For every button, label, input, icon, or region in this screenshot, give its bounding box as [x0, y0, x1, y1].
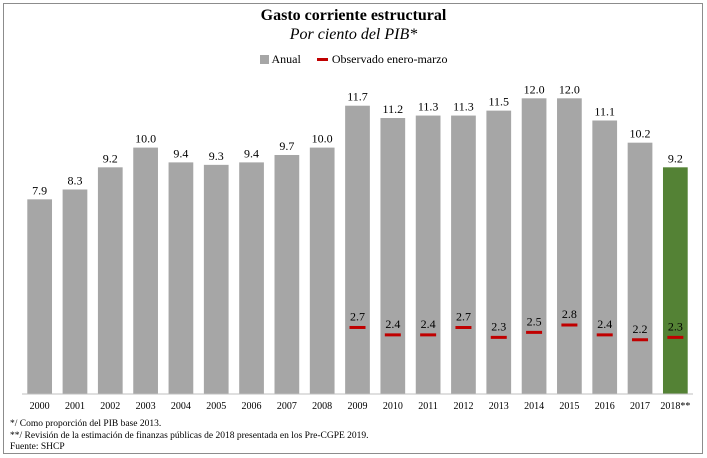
marker-label-2012: 2.7	[456, 309, 471, 323]
bar-label-2005: 9.3	[209, 149, 224, 163]
note-2: **/ Revisión de la estimación de finanza…	[10, 430, 369, 441]
x-tick-2018**: 2018**	[660, 401, 690, 412]
x-tick-2004: 2004	[171, 401, 191, 412]
bar-2014	[521, 98, 547, 394]
legend-swatch-observado	[316, 58, 328, 61]
x-tick-2016: 2016	[595, 401, 615, 412]
x-tick-2011: 2011	[418, 401, 438, 412]
bar-2016	[592, 120, 618, 394]
bar-label-2016: 11.1	[594, 104, 615, 118]
bar-2017	[627, 142, 653, 394]
legend-item-anual: Anual	[259, 52, 301, 67]
bar-2010	[380, 118, 406, 395]
legend-item-observado: Observado enero-marzo	[305, 52, 448, 67]
bar-label-2018**: 9.2	[668, 151, 683, 165]
bar-2009	[345, 105, 370, 394]
bar-2013	[486, 110, 512, 394]
marker-label-2009: 2.7	[350, 309, 365, 323]
bar-2003	[133, 147, 158, 394]
x-tick-2017: 2017	[630, 401, 650, 412]
bar-2018**	[662, 167, 688, 394]
x-tick-2007: 2007	[277, 401, 297, 412]
marker-label-2018**: 2.3	[668, 319, 683, 333]
bar-label-2006: 9.4	[244, 146, 259, 160]
bar-2000	[27, 199, 53, 394]
bar-label-2015: 12.0	[559, 82, 580, 96]
bar-label-2000: 7.9	[32, 183, 47, 197]
bar-2005	[203, 164, 229, 394]
bar-2004	[168, 162, 194, 394]
x-tick-2008: 2008	[312, 401, 332, 412]
bar-label-2008: 10.0	[312, 132, 333, 146]
marker-label-2016: 2.4	[597, 317, 612, 331]
bar-label-2002: 9.2	[103, 151, 118, 165]
x-tick-2000: 2000	[30, 401, 50, 412]
x-tick-2001: 2001	[65, 401, 85, 412]
x-tick-2003: 2003	[136, 401, 156, 412]
legend-label-anual: Anual	[271, 52, 301, 66]
bar-label-2007: 9.7	[279, 139, 294, 153]
bar-2008	[309, 147, 335, 394]
bar-2002	[97, 167, 123, 394]
bar-label-2010: 11.2	[383, 102, 404, 116]
bar-label-2014: 12.0	[524, 82, 545, 96]
legend-swatch-anual	[259, 55, 269, 64]
bar-2007	[274, 154, 300, 394]
bar-label-2012: 11.3	[453, 100, 474, 114]
chart-notes: */ Como proporción del PIB base 2013. **…	[10, 419, 369, 454]
note-1: */ Como proporción del PIB base 2013.	[10, 419, 162, 429]
bar-label-2011: 11.3	[418, 100, 439, 114]
x-tick-2013: 2013	[489, 401, 509, 412]
chart-title: Gasto corriente estructural	[260, 7, 447, 24]
x-tick-2002: 2002	[100, 401, 120, 412]
x-tick-2015: 2015	[559, 401, 579, 412]
marker-label-2014: 2.5	[527, 314, 542, 328]
bar-label-2003: 10.0	[135, 132, 156, 146]
bar-2006	[239, 162, 264, 394]
bar-label-2017: 10.2	[630, 127, 651, 141]
x-tick-2012: 2012	[453, 401, 473, 412]
chart-subtitle: Por ciento del PIB*	[289, 26, 418, 43]
legend-label-observado: Observado enero-marzo	[331, 52, 448, 66]
bar-2015	[557, 98, 582, 394]
chart-legend: Anual Observado enero-marzo	[0, 52, 707, 67]
marker-label-2010: 2.4	[385, 317, 400, 331]
x-tick-2006: 2006	[242, 401, 262, 412]
x-tick-2014: 2014	[524, 401, 544, 412]
bar-2011	[415, 115, 441, 395]
x-tick-2009: 2009	[348, 401, 368, 412]
bar-label-2001: 8.3	[67, 173, 82, 187]
marker-label-2017: 2.2	[633, 322, 648, 336]
bar-2012	[451, 115, 476, 395]
bar-2001	[62, 189, 88, 394]
bar-label-2004: 9.4	[173, 146, 188, 160]
bar-label-2013: 11.5	[488, 95, 509, 109]
marker-label-2015: 2.8	[562, 307, 577, 321]
bar-label-2009: 11.7	[347, 90, 368, 104]
x-tick-2005: 2005	[206, 401, 226, 412]
x-tick-2010: 2010	[383, 401, 403, 412]
note-3: Fuente: SHCP	[10, 442, 65, 452]
marker-label-2011: 2.4	[421, 317, 436, 331]
marker-label-2013: 2.3	[491, 319, 506, 333]
